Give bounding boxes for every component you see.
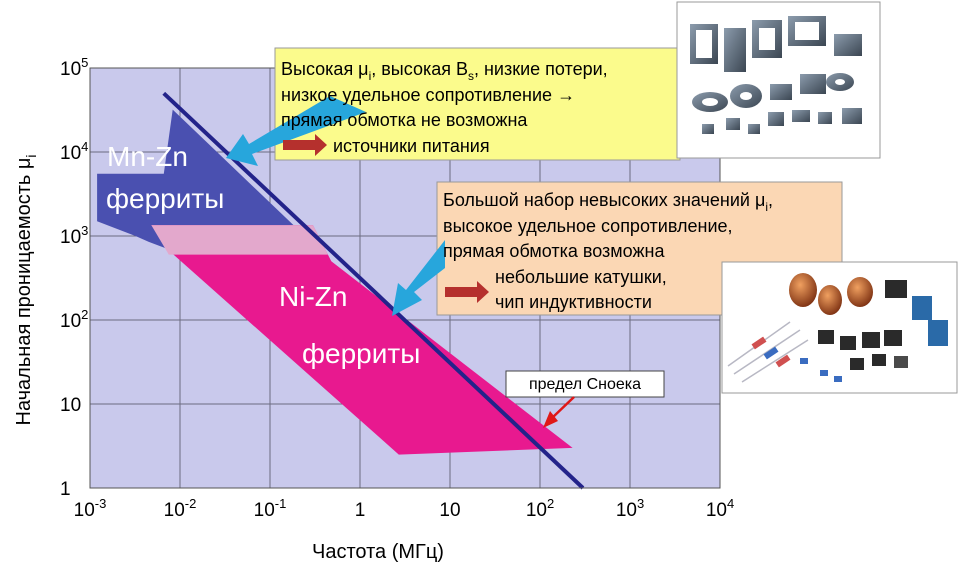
region-label-mnzn-1: Mn-Zn xyxy=(107,141,188,172)
y-tick-label-2: 103 xyxy=(60,223,88,248)
x-tick-label-2: 10-1 xyxy=(254,496,287,521)
callout-mnzn: Высокая μi, высокая Bs, низкие потери, н… xyxy=(226,47,681,166)
y-tick-label-4: 10 xyxy=(60,395,81,416)
snoek-label: предел Сноека xyxy=(505,370,665,428)
result-arrow-nizn-icon xyxy=(445,281,489,303)
snoek-label-text: предел Сноека xyxy=(529,376,641,393)
callout-mnzn-line-3: прямая обмотка не возможна xyxy=(281,110,528,130)
mnzn-region xyxy=(97,109,313,249)
y-axis-title-main: Начальная проницаемость μ xyxy=(13,158,35,426)
callout-nizn-arrow xyxy=(392,240,445,316)
snoek-pointer-arrow xyxy=(551,396,575,419)
y-axis-title: Начальная проницаемость μi xyxy=(13,155,39,426)
x-tick-label-7: 104 xyxy=(706,496,734,521)
x-tick-label-0: 10-3 xyxy=(74,496,107,521)
snoek-pointer-arrow-head xyxy=(543,411,558,428)
result-arrow-mnzn-icon xyxy=(283,134,327,156)
x-tick-label-4: 10 xyxy=(439,500,460,521)
y-axis-title-sub: i xyxy=(23,155,39,158)
inductors-photo xyxy=(721,261,958,394)
ferrite-cores-photo xyxy=(676,1,881,159)
y-tick-label-0: 105 xyxy=(60,55,88,80)
regions-layer xyxy=(97,109,573,455)
callout-nizn-line-1: Большой набор невысоких значений μi, xyxy=(443,190,773,214)
x-axis-title: Частота (МГц) xyxy=(312,541,444,563)
snoek-label-box xyxy=(505,370,665,398)
callout-mnzn-line-2: низкое удельное сопротивление → xyxy=(281,85,575,105)
x-tick-labels: 10-3 10-2 10-1 1 10 102 103 104 xyxy=(74,496,735,521)
y-tick-label-3: 102 xyxy=(60,307,88,332)
region-label-mnzn-2: ферриты xyxy=(106,183,224,214)
x-tick-label-3: 1 xyxy=(355,500,366,521)
x-tick-label-5: 102 xyxy=(526,496,554,521)
nizn-region xyxy=(151,225,573,455)
region-label-nizn-1: Ni-Zn xyxy=(279,281,347,312)
x-tick-label-1: 10-2 xyxy=(164,496,197,521)
callout-nizn-line-2: высокое удельное сопротивление, xyxy=(443,216,733,236)
callout-nizn-line-3: прямая обмотка возможна xyxy=(443,241,665,261)
overlap-band xyxy=(151,225,328,255)
callout-nizn-result-2: чип индуктивности xyxy=(495,292,652,312)
callout-mnzn-arrow xyxy=(226,96,366,166)
callout-mnzn-result: источники питания xyxy=(333,136,490,156)
callout-mnzn-line-1: Высокая μi, высокая Bs, низкие потери, xyxy=(281,59,608,83)
x-tick-label-6: 103 xyxy=(616,496,644,521)
region-label-nizn-2: ферриты xyxy=(302,338,420,369)
y-tick-label-1: 104 xyxy=(60,139,88,164)
callout-nizn-result-1: небольшие катушки, xyxy=(495,267,667,287)
y-tick-label-5: 1 xyxy=(60,479,71,500)
